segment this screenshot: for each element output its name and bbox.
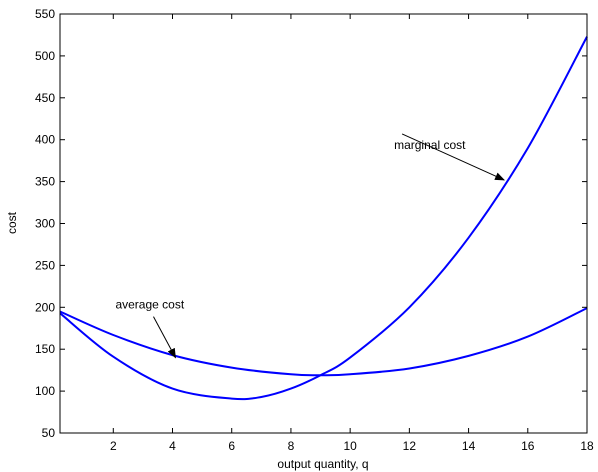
y-axis-label: cost	[5, 211, 19, 234]
x-tick-label: 14	[462, 439, 476, 453]
y-tick-label: 300	[35, 217, 55, 231]
x-tick-label: 16	[521, 439, 535, 453]
y-tick-label: 550	[35, 7, 55, 21]
y-tick-label: 250	[35, 258, 55, 272]
x-tick-label: 18	[580, 439, 594, 453]
y-tick-label: 400	[35, 133, 55, 147]
y-tick-label: 50	[42, 426, 56, 440]
x-axis-label: output quantity, q	[277, 457, 368, 471]
y-tick-label: 350	[35, 175, 55, 189]
x-tick-label: 4	[169, 439, 176, 453]
y-tick-label: 450	[35, 91, 55, 105]
y-tick-label: 150	[35, 342, 55, 356]
x-tick-label: 8	[288, 439, 295, 453]
annotation-average-cost: average cost	[115, 298, 184, 312]
x-tick-label: 10	[343, 439, 357, 453]
x-tick-label: 2	[110, 439, 117, 453]
plot-area	[60, 14, 587, 433]
annotation-marginal-cost: marginal cost	[394, 138, 466, 152]
x-tick-label: 12	[403, 439, 417, 453]
y-tick-label: 200	[35, 300, 55, 314]
y-tick-label: 500	[35, 49, 55, 63]
x-tick-label: 6	[228, 439, 235, 453]
y-tick-label: 100	[35, 384, 55, 398]
